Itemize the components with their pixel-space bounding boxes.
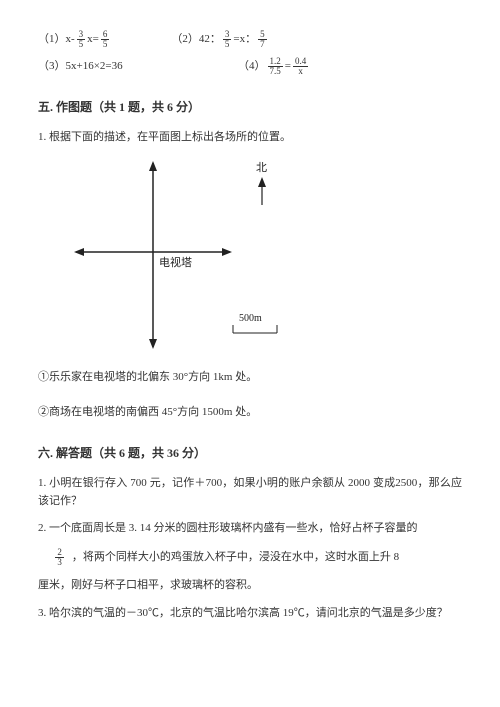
eq2-frac2: 5 7 [258,30,267,49]
section6-q1: 1. 小明在银行存入 700 元，记作＋700，如果小明的账户余额从 2000 … [38,475,462,510]
eq4-f2-d: x [296,67,305,76]
equation-2: （2）42： 3 5 =x： 5 7 [171,30,268,49]
eq4-mid: = [285,58,291,76]
equations-block: （1）x- 3 5 x= 6 5 （2）42： 3 5 =x： 5 7 [38,30,462,76]
eq1-frac1: 3 5 [77,30,86,49]
eq4-frac1: 1.2 7.5 [268,57,283,76]
eq4-prefix: （4） [238,58,266,76]
q2-frac: 2 3 [55,548,64,567]
eq2-mid: =x： [233,31,256,49]
section6-heading: 六. 解答题（共 6 题，共 36 分） [38,444,462,463]
eq1-f2-d: 5 [101,40,110,49]
eq1-f1-d: 5 [77,40,86,49]
eq1-prefix: （1）x- [38,31,75,49]
section6-q2-line3: 厘米，刚好与杯子口相平，求玻璃杯的容积。 [38,577,462,595]
equation-row-2: （3）5x+16×2=36 （4） 1.2 7.5 = 0.4 x [38,57,462,76]
q2-text-a: 2. 一个底面周长是 3. 14 分米的圆柱形玻璃杯内盛有一些水，恰好占杯子容量… [38,522,418,534]
section6-q3: 3. 哈尔滨的气温的－30℃，北京的气温比哈尔滨高 19℃，请问北京的气温是多少… [38,605,462,623]
section5-sub2: ②商场在电视塔的南偏西 45°方向 1500m 处。 [38,404,462,422]
equation-4: （4） 1.2 7.5 = 0.4 x [238,57,310,76]
eq1-mid: x= [87,31,99,49]
section5-q1: 1. 根据下面的描述，在平面图上标出各场所的位置。 [38,129,462,147]
section6-q2-line2: 2 3 ，将两个同样大小的鸡蛋放入杯子中，浸没在水中，这时水面上升 8 [38,548,462,567]
diagram-svg: 电视塔 北 500m [58,157,318,357]
direction-diagram: 电视塔 北 500m [58,157,318,357]
svg-text:500m: 500m [239,313,262,324]
eq2-prefix: （2）42： [171,31,221,49]
section5-sub1: ①乐乐家在电视塔的北偏东 30°方向 1km 处。 [38,369,462,387]
section6-q2-line1: 2. 一个底面周长是 3. 14 分米的圆柱形玻璃杯内盛有一些水，恰好占杯子容量… [38,520,462,538]
q2-text-b: ，将两个同样大小的鸡蛋放入杯子中，浸没在水中，这时水面上升 8 [72,549,399,567]
svg-text:北: 北 [256,161,267,174]
equation-3: （3）5x+16×2=36 [38,57,178,76]
svg-text:电视塔: 电视塔 [159,255,192,269]
q2-frac-d: 3 [55,558,64,567]
eq1-frac2: 6 5 [101,30,110,49]
eq4-frac2: 0.4 x [293,57,308,76]
equation-row-1: （1）x- 3 5 x= 6 5 （2）42： 3 5 =x： 5 7 [38,30,462,49]
eq3-text: （3）5x+16×2=36 [38,58,123,76]
eq2-f2-d: 7 [258,40,267,49]
eq4-f1-d: 7.5 [268,67,283,76]
section5-heading: 五. 作图题（共 1 题，共 6 分） [38,98,462,117]
eq2-frac1: 3 5 [223,30,232,49]
eq2-f1-d: 5 [223,40,232,49]
equation-1: （1）x- 3 5 x= 6 5 [38,30,111,49]
